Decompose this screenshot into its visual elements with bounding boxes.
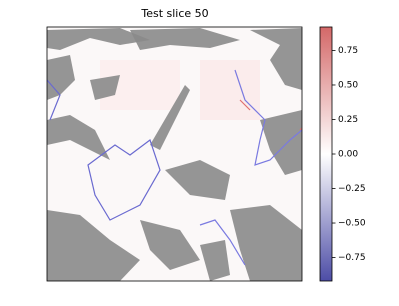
blob [260,110,302,175]
tint [200,60,260,120]
blob [250,28,302,90]
tick-label: 0.75 [338,46,358,56]
colorbar-ticks: 0.75 0.50 0.25 0.00 −0.25 −0.50 −0.75 [332,46,366,263]
edge [47,79,161,221]
blob [165,160,230,200]
blob [90,75,120,100]
blob [47,210,140,281]
tick-label: 0.00 [338,150,358,160]
tick-label: −0.75 [338,253,366,263]
blob [150,85,190,150]
blob [230,205,302,281]
colorbar [319,26,333,282]
edge [199,69,302,266]
tick-label: 0.25 [338,115,358,125]
blob [130,28,240,50]
tick-label: 0.50 [338,80,358,90]
tick-label: −0.25 [338,184,366,194]
image-frame [46,26,303,282]
blob [200,240,230,281]
blob [140,220,200,270]
tick-label: −0.50 [338,219,366,229]
image [47,27,302,281]
chart-title: Test slice 50 [140,7,208,20]
blob [47,115,110,160]
blob [47,28,150,50]
